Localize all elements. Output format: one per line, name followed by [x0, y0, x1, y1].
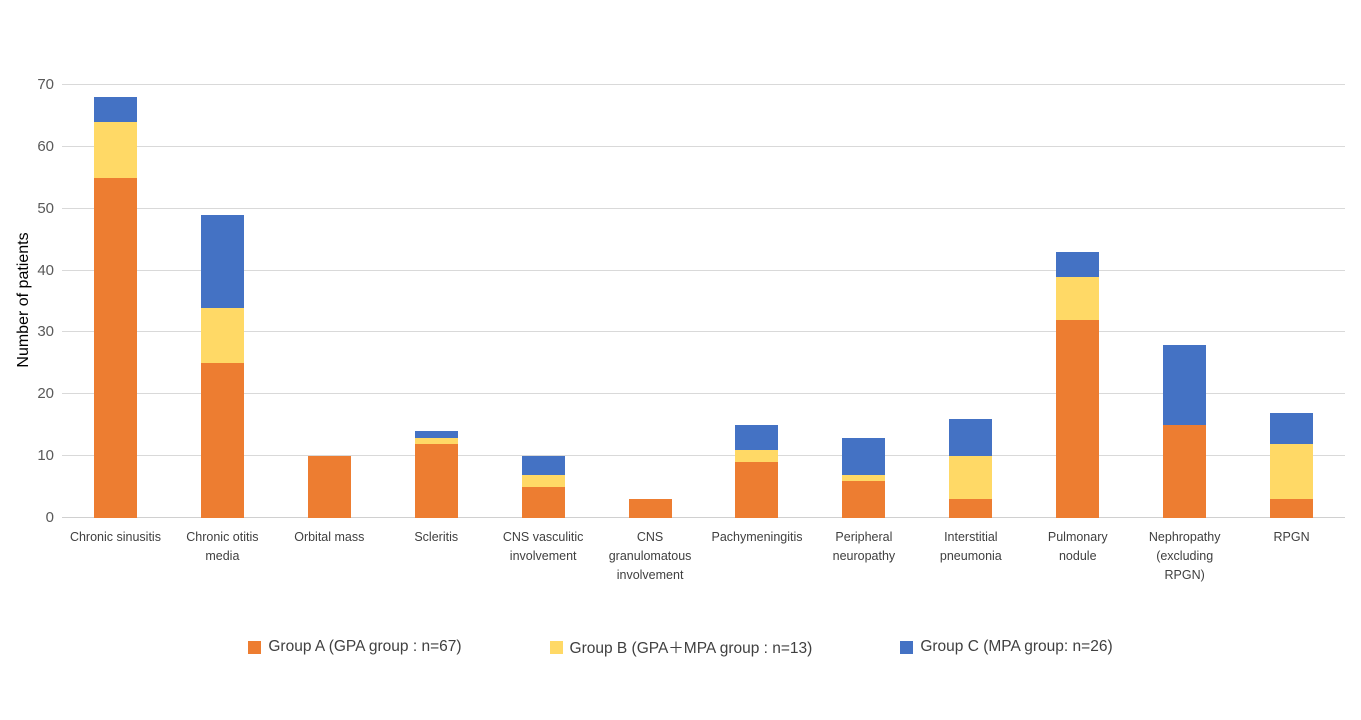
- bar-column: [704, 85, 811, 518]
- bar-column: [1238, 85, 1345, 518]
- gridline: [62, 393, 1345, 395]
- bar-segment: [1270, 412, 1314, 444]
- y-tick-label: 60: [37, 137, 54, 155]
- bar-segment: [628, 499, 672, 518]
- legend-swatch-icon: [248, 640, 262, 654]
- y-tick-label: 70: [37, 76, 54, 93]
- gridline: [62, 269, 1345, 271]
- legend-swatch-icon: [900, 640, 914, 654]
- y-tick-label: 20: [37, 385, 54, 403]
- bar-column: [169, 85, 276, 518]
- bar-segment: [414, 437, 458, 444]
- bar-segment: [842, 437, 886, 475]
- bar-segment: [949, 499, 993, 518]
- bar-segment: [200, 363, 244, 518]
- y-tick-label: 50: [37, 199, 54, 217]
- bar-segment: [521, 487, 565, 518]
- gridline: [62, 207, 1345, 209]
- bar-stack: [200, 214, 244, 518]
- bar-segment: [1056, 320, 1100, 518]
- gridline: [62, 145, 1345, 147]
- bar-stack: [735, 425, 779, 518]
- bar-segment: [1270, 443, 1314, 500]
- bar-segment: [1056, 276, 1100, 321]
- bar-segment: [1270, 499, 1314, 518]
- bar-stack: [628, 499, 672, 518]
- bar-segment: [521, 456, 565, 475]
- bar-segment: [93, 122, 137, 178]
- gridline: [62, 455, 1345, 457]
- x-category-label: Scleritis: [414, 530, 459, 544]
- x-category-label: Pulmonary nodule: [1047, 530, 1108, 563]
- bar-stack: [842, 437, 886, 518]
- bar-column: [917, 85, 1024, 518]
- bar-segment: [1056, 252, 1100, 277]
- bar-stack: [1163, 344, 1207, 518]
- y-tick-label: 10: [37, 447, 54, 465]
- bar-segment: [842, 474, 886, 481]
- x-category-label: Interstitial pneumonia: [939, 530, 1002, 563]
- bar-segment: [414, 443, 458, 518]
- bar-segment: [842, 480, 886, 518]
- y-tick-label: 30: [37, 323, 54, 341]
- bar-segment: [93, 97, 137, 123]
- bars-row: [62, 85, 1345, 518]
- bar-column: [1131, 85, 1238, 518]
- bar-segment: [1163, 425, 1207, 518]
- bar-stack: [1056, 252, 1100, 518]
- bar-stack: [93, 97, 137, 518]
- bar-segment: [949, 419, 993, 457]
- y-axis-title: Number of patients: [15, 232, 32, 368]
- legend-label: Group C (MPA group: n=26): [920, 638, 1113, 655]
- legend: Group A (GPA group : n=67) Group B (GPA＋M…: [0, 636, 1361, 658]
- x-axis-labels: Chronic sinusitis Chronic otitis media Orb…: [62, 528, 1345, 584]
- bar-segment: [200, 307, 244, 364]
- legend-swatch-icon: [549, 640, 563, 654]
- bar-segment: [735, 462, 779, 518]
- bar-column: [383, 85, 490, 518]
- x-category-label: Nephropathy (excluding RPGN): [1148, 530, 1221, 582]
- bar-column: [1024, 85, 1131, 518]
- bar-stack: [521, 456, 565, 518]
- bar-stack: [949, 419, 993, 518]
- bar-segment: [735, 449, 779, 463]
- bar-column: [490, 85, 597, 518]
- x-category-label: Orbital mass: [294, 530, 365, 544]
- bar-segment: [949, 456, 993, 500]
- bar-column: [810, 85, 917, 518]
- bar-segment: [521, 474, 565, 488]
- x-category-label: Peripheral neuropathy: [832, 530, 896, 563]
- y-tick-label: 0: [45, 509, 54, 526]
- x-category-label: RPGN: [1273, 530, 1310, 544]
- legend-label: Group B (GPA＋MPA group : n=13): [569, 640, 813, 657]
- x-category-label: Chronic sinusitis: [69, 530, 161, 544]
- bar-segment: [93, 177, 137, 518]
- legend-label: Group A (GPA group : n=67): [268, 638, 462, 655]
- bar-segment: [1163, 344, 1207, 426]
- y-tick-label: 40: [37, 261, 54, 279]
- plot-area: 0 10 20 30 40 50 60 70: [37, 76, 1345, 526]
- bar-segment: [414, 431, 458, 438]
- bar-stack: [414, 431, 458, 518]
- bar-stack: [307, 456, 351, 518]
- legend-item: Group B (GPA＋MPA group : n=13): [549, 636, 813, 658]
- x-axis-line: [62, 517, 1345, 518]
- x-category-label: Chronic otitis media: [186, 530, 259, 563]
- gridline: [62, 84, 1345, 85]
- bar-column: [597, 85, 704, 518]
- legend-item: Group A (GPA group : n=67): [248, 638, 462, 656]
- bar-segment: [735, 425, 779, 450]
- bar-stack: [1270, 412, 1314, 518]
- bar-segment: [307, 456, 351, 518]
- bar-column: [62, 85, 169, 518]
- bar-column: [276, 85, 383, 518]
- bar-segment: [200, 214, 244, 308]
- x-category-label: CNS vasculitic involvement: [502, 530, 584, 563]
- x-category-label: Pachymeningitis: [711, 530, 803, 544]
- legend-item: Group C (MPA group: n=26): [900, 638, 1113, 656]
- x-category-label: CNS granulomatous involvement: [608, 530, 692, 582]
- gridline: [62, 331, 1345, 333]
